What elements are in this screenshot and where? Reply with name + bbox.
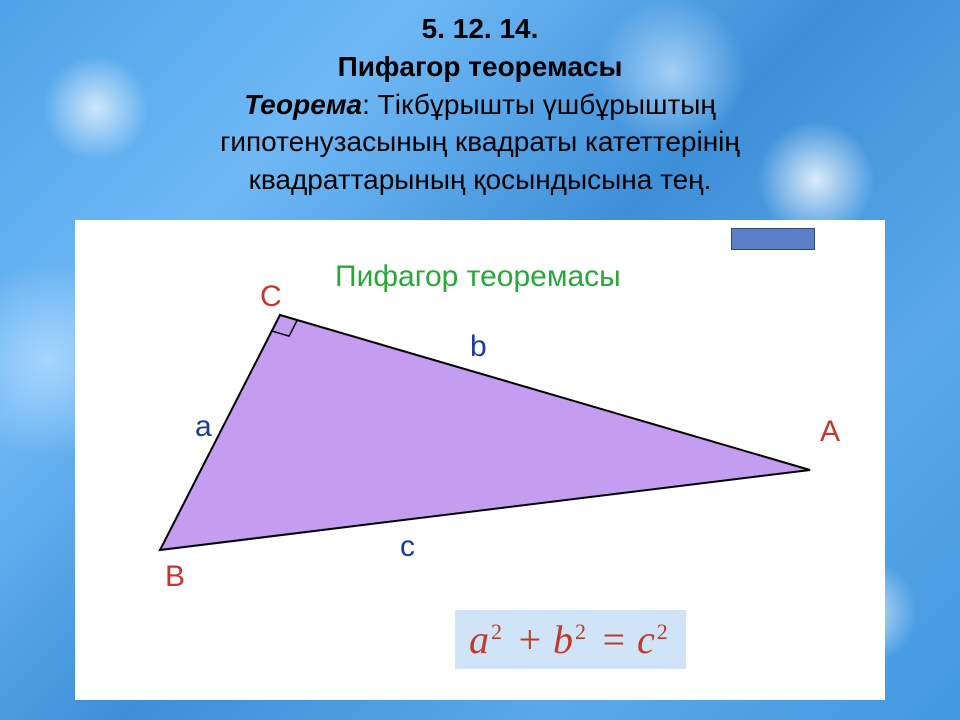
theorem-text-3: квадраттарының қосындысына тең.: [60, 161, 900, 199]
formula-c: c: [637, 617, 655, 662]
vertex-label-c: C: [260, 280, 282, 314]
side-label-c: c: [400, 530, 415, 564]
theorem-text-1: : Тікбұрышты үшбұрыштың: [362, 89, 716, 120]
vertex-label-b: B: [165, 560, 185, 594]
formula-a: a: [469, 617, 489, 662]
formula-exp-3: 2: [657, 619, 668, 644]
diagram-panel: Пифагор теоремасы C A B a b c a2 + b2 = …: [75, 220, 885, 700]
header-date: 5. 12. 14.: [60, 10, 900, 48]
theorem-text-2: гипотенузасының квадраты катеттерінің: [60, 123, 900, 161]
vertex-label-a: A: [820, 415, 840, 449]
formula-eq: =: [600, 617, 627, 662]
header-title: Пифагор теоремасы: [60, 48, 900, 86]
side-label-b: b: [470, 330, 487, 364]
formula-exp-2: 2: [575, 619, 586, 644]
formula-exp-1: 2: [491, 619, 502, 644]
slide-header: 5. 12. 14. Пифагор теоремасы Теорема: Ті…: [0, 0, 960, 199]
side-label-a: a: [195, 410, 212, 444]
formula-plus: +: [516, 617, 543, 662]
theorem-label: Теорема: [244, 89, 362, 120]
pythagoras-formula: a2 + b2 = c2: [455, 610, 686, 669]
theorem-statement-line-1: Теорема: Тікбұрышты үшбұрыштың: [60, 86, 900, 124]
formula-b: b: [553, 617, 573, 662]
